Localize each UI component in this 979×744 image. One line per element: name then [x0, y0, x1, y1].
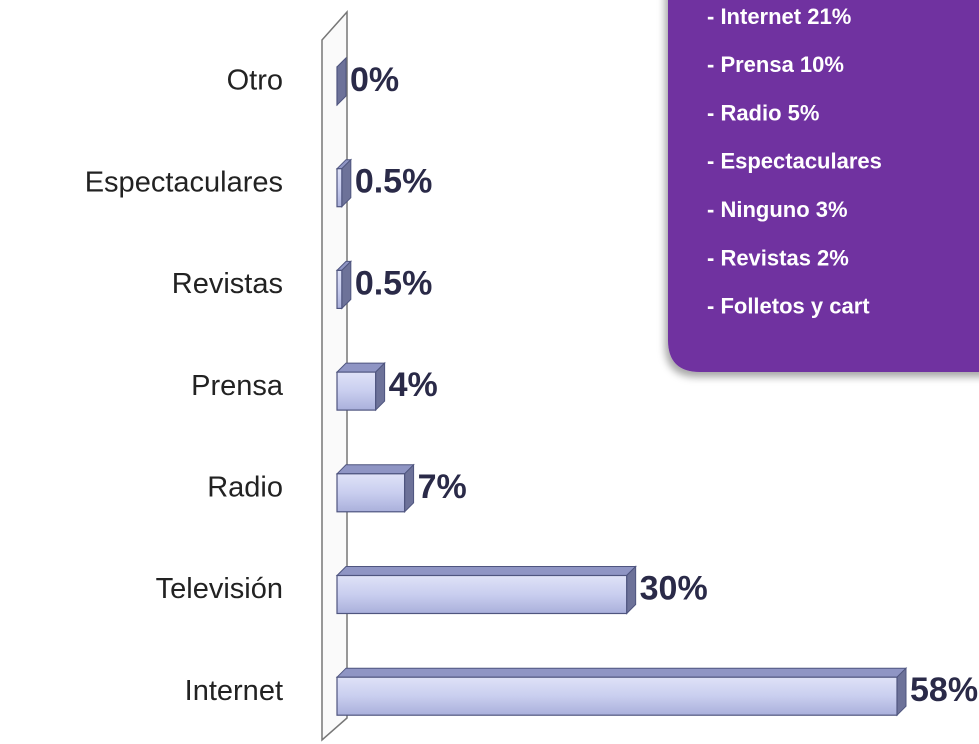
callout-box: [668, 0, 979, 372]
category-label: Espectaculares: [85, 166, 283, 198]
callout-line: - Ninguno 3%: [707, 197, 848, 222]
bar: [335, 260, 353, 310]
value-label: 0.5%: [355, 264, 433, 302]
bar-side: [341, 260, 352, 310]
bars: 0% Otro 0.5% Espectaculares 0.5% Revistas 4% Pr…: [85, 56, 978, 717]
bar-front: [336, 168, 343, 208]
bar-front: [336, 269, 343, 309]
value-label: 0.5%: [355, 163, 433, 201]
bar-front: [336, 473, 406, 513]
callout-line: - Radio 5%: [707, 100, 819, 125]
value-label: 7%: [418, 468, 467, 506]
bar-side: [336, 56, 347, 107]
bar: [335, 463, 415, 514]
bar-side: [341, 158, 352, 208]
callout-line: - Folletos y cart: [707, 294, 870, 319]
bar-top: [335, 464, 415, 475]
bar: [336, 56, 347, 107]
bar-side: [896, 666, 907, 717]
category-label: Televisión: [156, 573, 283, 605]
bar-side: [375, 361, 386, 412]
callout-line: - Prensa 10%: [707, 52, 844, 77]
category-label: Revistas: [172, 268, 283, 300]
value-label: 4%: [389, 366, 438, 404]
bar: [335, 361, 386, 412]
callout: - Internet 21% - Prensa 10% - Radio 5% - Es…: [668, 0, 979, 372]
value-label: 58%: [910, 671, 978, 709]
category-label: Radio: [207, 471, 283, 503]
category-label: Internet: [185, 675, 283, 707]
callout-line: - Internet 21%: [707, 4, 851, 29]
bar-side: [626, 565, 637, 615]
callout-line: - Espectaculares: [707, 149, 882, 174]
bar-top: [335, 667, 908, 678]
bar: [335, 158, 353, 208]
value-label: 0%: [350, 61, 399, 99]
bar-front: [336, 574, 628, 615]
bar-front: [336, 371, 377, 411]
bar: [335, 666, 908, 717]
callout-text: - Internet 21% - Prensa 10% - Radio 5% - Es…: [707, 4, 882, 319]
category-label: Prensa: [191, 370, 284, 402]
category-label: Otro: [227, 65, 283, 97]
value-label: 30%: [640, 569, 708, 607]
callout-line: - Revistas 2%: [707, 245, 849, 270]
bar-side: [404, 463, 415, 514]
bar-front: [336, 676, 898, 716]
bar: [335, 565, 637, 615]
bar-top: [335, 566, 637, 576]
